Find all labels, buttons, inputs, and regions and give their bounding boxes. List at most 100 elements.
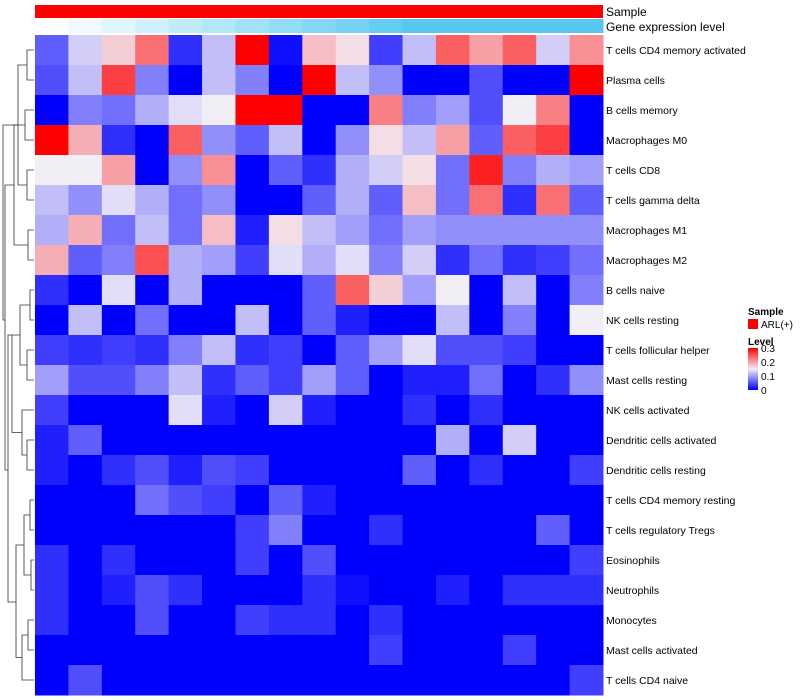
heatmap-cell (101, 545, 136, 576)
heatmap-cell (168, 65, 203, 96)
heatmap-cell (302, 365, 337, 396)
heatmap-cell (68, 125, 103, 156)
heatmap-cell (235, 545, 270, 576)
gene-expression-annotation-bar (35, 19, 604, 33)
heatmap-cell (402, 395, 437, 426)
heatmap-cell (135, 245, 170, 276)
heatmap-cell (402, 455, 437, 486)
heatmap-cell (168, 185, 203, 216)
expression-annotation-cell (135, 19, 170, 33)
heatmap-cell (268, 545, 303, 576)
heatmap-cell (536, 455, 571, 486)
heatmap-cell (68, 335, 103, 366)
heatmap-cell (335, 365, 370, 396)
heatmap-cell (135, 335, 170, 366)
expression-annotation-cell (569, 19, 604, 33)
heatmap-cell (435, 95, 470, 126)
heatmap-cell (268, 185, 303, 216)
heatmap-cell (536, 125, 571, 156)
heatmap-cell (101, 485, 136, 516)
heatmap-cell (202, 35, 236, 66)
row-label: T cells gamma delta (606, 195, 700, 207)
heatmap-cell (202, 635, 236, 666)
heatmap-cell (302, 305, 337, 336)
heatmap-cell (35, 35, 69, 66)
heatmap-cell (202, 575, 236, 606)
heatmap-cell (202, 665, 236, 696)
expression-annotation-cell (469, 19, 504, 33)
heatmap-cell (536, 425, 571, 456)
dendrogram-branch (26, 439, 34, 471)
heatmap-cell (68, 155, 103, 186)
heatmap-cell (235, 185, 270, 216)
heatmap-cell (135, 215, 170, 246)
heatmap-cell (35, 335, 69, 366)
heatmap-cell (235, 335, 270, 366)
heatmap-cell (369, 35, 404, 66)
heatmap-cell (536, 635, 571, 666)
heatmap-cell (369, 665, 404, 696)
heatmap-cell (202, 65, 236, 96)
heatmap-cell (335, 215, 370, 246)
heatmap-cell (369, 545, 404, 576)
heatmap-cell (235, 35, 270, 66)
heatmap-cell (435, 665, 470, 696)
heatmap-cell (536, 185, 571, 216)
heatmap-cell (435, 305, 470, 336)
heatmap-cell (35, 485, 69, 516)
heatmap-cell (335, 95, 370, 126)
heatmap-cell (35, 545, 69, 576)
heatmap-cell (168, 575, 203, 606)
heatmap-cell (469, 155, 504, 186)
heatmap-cell (268, 365, 303, 396)
heatmap-cell (101, 155, 136, 186)
heatmap-cell (268, 95, 303, 126)
heatmap-cell (469, 545, 504, 576)
heatmap-cell (101, 515, 136, 546)
heatmap-cell (202, 395, 236, 426)
row-label: NK cells activated (606, 405, 690, 417)
heatmap-cell (101, 365, 136, 396)
heatmap-cell (168, 395, 203, 426)
heatmap-cell (268, 335, 303, 366)
heatmap-cell (536, 155, 571, 186)
dendrogram-branch (26, 169, 34, 201)
heatmap-cell (569, 635, 604, 666)
expression-annotation-cell (502, 19, 537, 33)
dendrogram-branch (29, 289, 34, 321)
heatmap-cell (168, 545, 203, 576)
row-label: T cells CD4 memory activated (606, 45, 746, 57)
heatmap-cell (402, 35, 437, 66)
heatmap-cell (135, 455, 170, 486)
heatmap-cell (168, 485, 203, 516)
heatmap-cell (469, 395, 504, 426)
heatmap-cell (302, 545, 337, 576)
heatmap-cell (469, 665, 504, 696)
heatmap-cell (268, 65, 303, 96)
heatmap-cell (68, 95, 103, 126)
dendrogram-branch (4, 184, 14, 471)
heatmap-cell (536, 215, 571, 246)
heatmap-cell (268, 35, 303, 66)
heatmap-cell (202, 545, 236, 576)
heatmap-cell (569, 275, 604, 306)
heatmap-cell (435, 35, 470, 66)
row-label: NK cells resting (606, 315, 679, 327)
heatmap-cell (435, 215, 470, 246)
heatmap-cell (402, 95, 437, 126)
legend-level-colorbar (748, 348, 758, 390)
heatmap-cell (502, 215, 537, 246)
heatmap-cell (302, 215, 337, 246)
heatmap-cell (302, 65, 337, 96)
heatmap-cell (469, 455, 504, 486)
heatmap-cell (402, 155, 437, 186)
heatmap-cell (135, 515, 170, 546)
heatmap-cell (536, 305, 571, 336)
heatmap-cell (35, 215, 69, 246)
heatmap-cell (35, 515, 69, 546)
heatmap-cell (302, 455, 337, 486)
heatmap-cell (335, 575, 370, 606)
heatmap-cell (268, 155, 303, 186)
expression-annotation-cell (168, 19, 203, 33)
expression-annotation-cell (402, 19, 437, 33)
